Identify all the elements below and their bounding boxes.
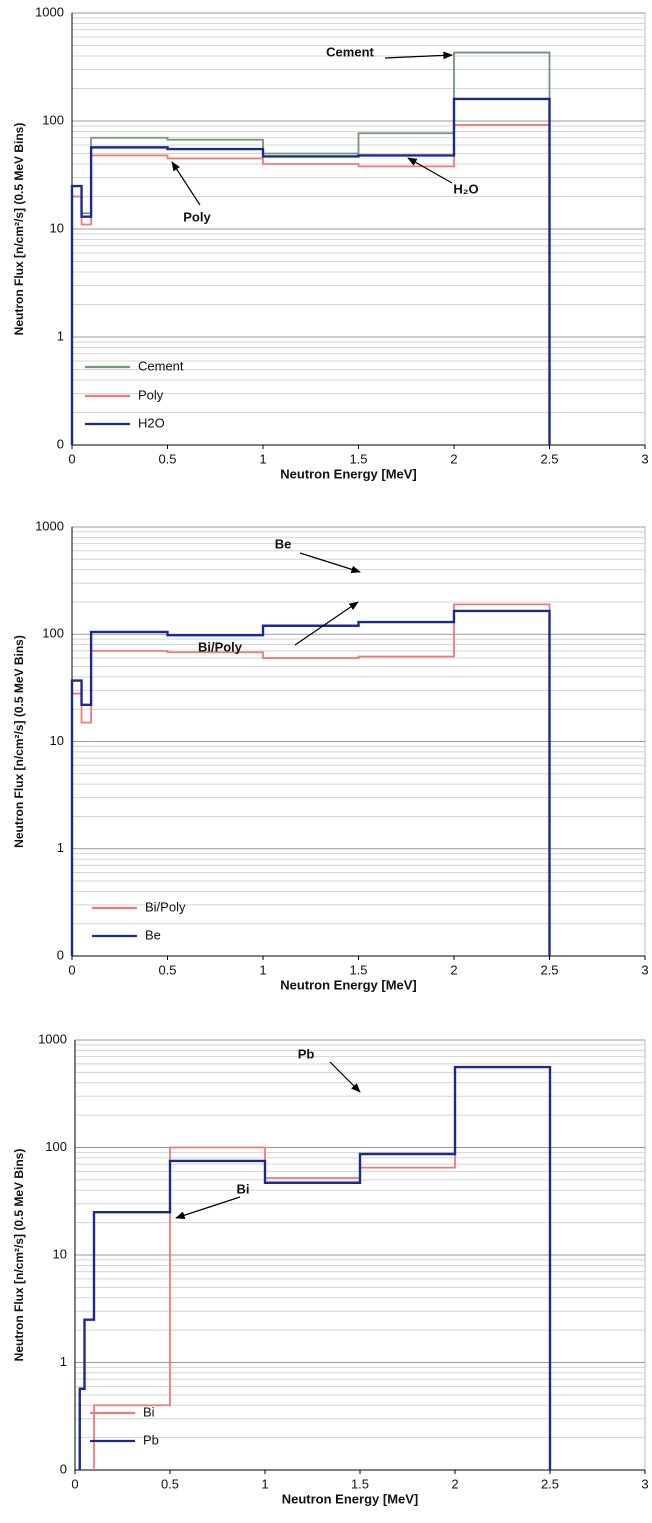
annotation: Cement <box>326 44 374 59</box>
annotation-arrow <box>294 601 359 646</box>
x-tick-label: 2.5 <box>540 451 558 466</box>
y-tick-label: 0 <box>60 1461 67 1476</box>
y-tick-label: 1000 <box>38 1031 67 1046</box>
y-axis-label: Neutron Flux [n/cm²/s] (0.5 MeV Bins) <box>12 635 26 848</box>
annotation: Pb <box>298 1046 315 1061</box>
step-line <box>70 609 551 956</box>
x-axis-label: Neutron Energy [MeV] <box>280 977 417 992</box>
x-tick-label: 3 <box>641 962 648 977</box>
annotation-arrow <box>175 1196 241 1219</box>
x-axis-label: Neutron Energy [MeV] <box>282 1491 419 1506</box>
x-axis-label: Neutron Energy [MeV] <box>280 466 417 481</box>
annotation-arrow <box>384 51 453 60</box>
annotation-arrow <box>329 1061 361 1093</box>
legend-label: Bi/Poly <box>145 899 186 914</box>
x-tick-label: 0.5 <box>158 451 176 466</box>
annotation-arrow <box>407 157 453 184</box>
legend-label: Be <box>145 927 161 942</box>
x-tick-label: 0.5 <box>158 962 176 977</box>
y-tick-label: 100 <box>42 112 64 127</box>
y-axis-label: Neutron Flux [n/cm²/s] (0.5 MeV Bins) <box>12 123 26 336</box>
y-tick-label: 100 <box>45 1139 67 1154</box>
y-tick-label: 0 <box>57 947 64 962</box>
x-tick-label: 1.5 <box>349 962 367 977</box>
y-tick-label: 100 <box>42 626 64 641</box>
x-tick-label: 0 <box>68 451 75 466</box>
x-tick-label: 3 <box>641 451 648 466</box>
x-tick-label: 1.5 <box>349 451 367 466</box>
y-tick-label: 10 <box>50 220 64 235</box>
y-tick-label: 1 <box>57 840 64 855</box>
annotation: Bi <box>237 1181 250 1196</box>
x-tick-label: 2.5 <box>540 962 558 977</box>
x-tick-label: 2 <box>450 962 457 977</box>
legend-label: Poly <box>138 387 164 402</box>
y-tick-label: 0 <box>57 436 64 451</box>
x-tick-label: 2.5 <box>541 1476 559 1491</box>
y-tick-label: 10 <box>53 1246 67 1261</box>
legend-label: Pb <box>143 1432 159 1447</box>
annotation-arrow <box>299 552 361 574</box>
y-tick-label: 10 <box>50 733 64 748</box>
annotation: H₂O <box>453 181 478 196</box>
annotation: Be <box>275 536 292 551</box>
legend-label: Cement <box>138 358 184 373</box>
x-tick-label: 1 <box>259 451 266 466</box>
x-tick-label: 1 <box>259 962 266 977</box>
annotation: Bi/Poly <box>198 639 243 654</box>
y-tick-label: 1000 <box>35 4 64 19</box>
legend-label: Bi <box>143 1404 155 1419</box>
x-tick-label: 0.5 <box>161 1476 179 1491</box>
legend-label: H2O <box>138 415 165 430</box>
step-line <box>71 603 551 956</box>
x-tick-label: 3 <box>641 1476 648 1491</box>
x-tick-label: 1 <box>261 1476 268 1491</box>
x-tick-label: 0 <box>71 1476 78 1491</box>
annotation-arrow <box>171 161 201 206</box>
annotation: Poly <box>183 209 211 224</box>
x-tick-label: 0 <box>68 962 75 977</box>
step-line <box>70 97 551 445</box>
x-tick-label: 1.5 <box>351 1476 369 1491</box>
y-tick-label: 1 <box>57 328 64 343</box>
y-tick-label: 1000 <box>35 518 64 533</box>
x-tick-label: 2 <box>450 451 457 466</box>
y-tick-label: 1 <box>60 1354 67 1369</box>
y-axis-label: Neutron Flux [n/cm²/s] (0.5 MeV Bins) <box>12 1149 26 1362</box>
step-line <box>78 1065 552 1470</box>
x-tick-label: 2 <box>451 1476 458 1491</box>
